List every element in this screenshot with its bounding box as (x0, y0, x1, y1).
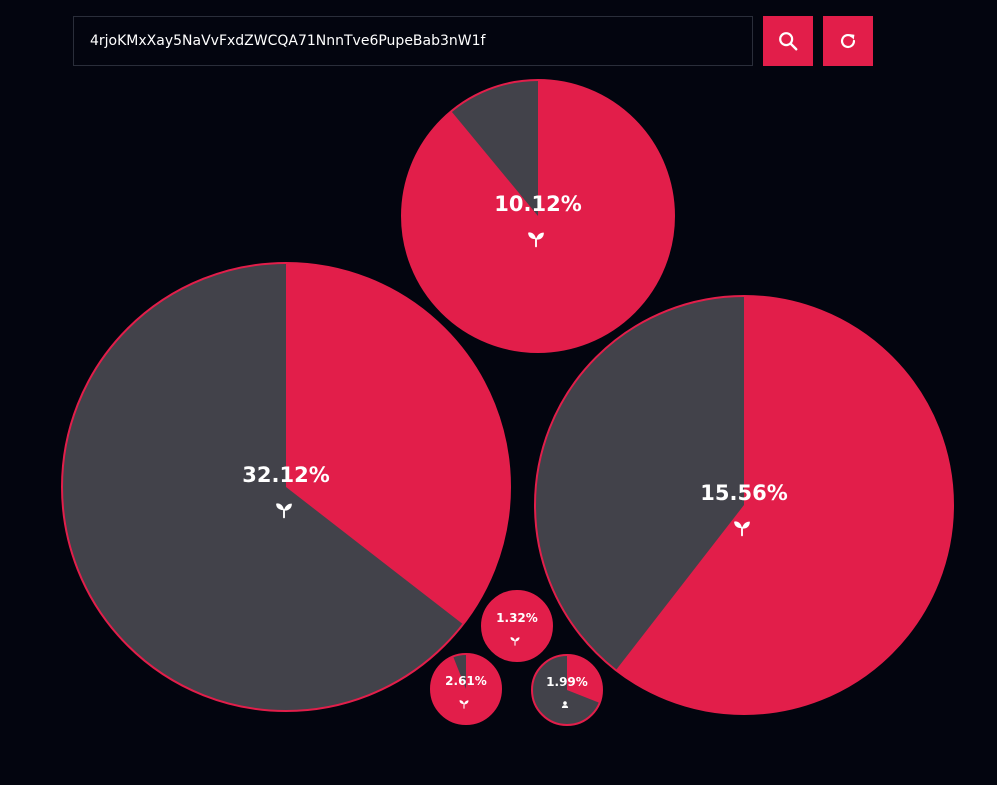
bubble-percent-label: 1.32% (496, 611, 538, 625)
sprout-icon (276, 503, 292, 519)
bubble-percent-label: 15.56% (700, 481, 787, 505)
bubble-slice (482, 591, 552, 661)
bubble-slice (286, 263, 510, 625)
bubble-outline (534, 295, 954, 715)
sprout-icon (528, 232, 544, 248)
refresh-button[interactable] (823, 16, 873, 66)
bubble-percent-label: 1.99% (546, 675, 588, 689)
bubble-outline (401, 79, 675, 353)
bubble-3[interactable]: 15.56% (534, 295, 954, 715)
search-button[interactable] (763, 16, 813, 66)
bubble-slice (615, 296, 954, 715)
sprout-icon (734, 521, 750, 537)
sprout-icon (459, 700, 469, 709)
bubble-slice (401, 80, 674, 352)
bubble-outline (61, 262, 511, 712)
user-icon (561, 701, 569, 708)
bubble-percent-label: 32.12% (242, 463, 329, 487)
search-icon (779, 32, 798, 51)
sprout-icon (510, 637, 520, 646)
bubble-6[interactable]: 1.99% (531, 654, 603, 726)
refresh-icon (840, 33, 856, 49)
bubble-percent-label: 10.12% (494, 192, 581, 216)
bubble-percent-label: 2.61% (445, 674, 487, 688)
bubble-5[interactable]: 2.61% (430, 653, 502, 725)
bubble-2[interactable]: 32.12% (61, 262, 511, 712)
bubble-outline (481, 590, 553, 662)
bubble-slice (431, 654, 502, 724)
bubble-1[interactable]: 10.12% (401, 79, 675, 353)
bubble-outline (430, 653, 502, 725)
bubble-outline (531, 654, 603, 726)
search-input[interactable] (74, 17, 752, 65)
search-bar (73, 16, 753, 66)
bubble-4[interactable]: 1.32% (481, 590, 553, 662)
